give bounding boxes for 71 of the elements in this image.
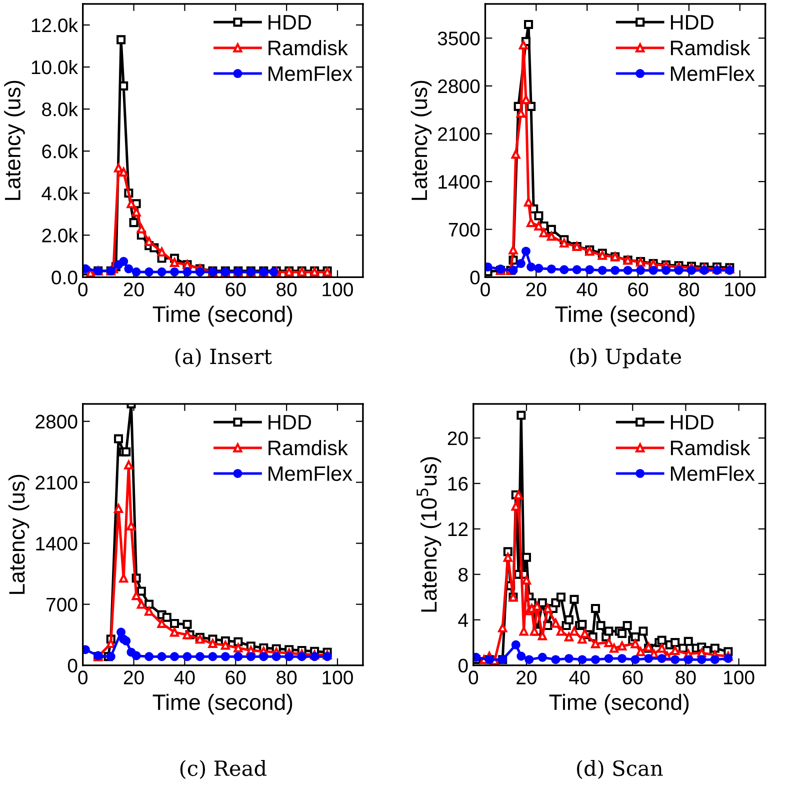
x-tick-label: 40 — [569, 670, 590, 684]
text: (c) Read — [180, 760, 266, 780]
y-tick-label: 2100 — [438, 127, 480, 141]
y-tick-label: 3500 — [438, 32, 480, 46]
legend-label: MemFlex — [268, 66, 352, 82]
legend-label: HDD — [268, 15, 312, 30]
x-tick-label: 80 — [676, 670, 696, 684]
x-tick-label: 60 — [622, 670, 643, 684]
y-tick-label: 2.0k — [42, 228, 78, 242]
y-tick-label: 16 — [448, 476, 468, 491]
y-tick-label: 8 — [458, 568, 468, 582]
y-tick-label: 0.0 — [52, 270, 78, 284]
legend-label: MemFlex — [268, 466, 352, 481]
y-tick-label: 1400 — [438, 175, 480, 189]
x-axis-title: Time (second) — [549, 694, 689, 715]
y-tick-label: 20 — [448, 431, 468, 446]
legend-label: HDD — [268, 415, 312, 430]
y-tick-label: 4 — [458, 613, 468, 627]
legend-label: Ramdisk — [670, 440, 750, 456]
legend-label: Ramdisk — [268, 440, 348, 456]
x-tick-label: 20 — [526, 282, 546, 296]
legend-label: HDD — [670, 415, 714, 430]
y-tick-label: 12 — [448, 522, 468, 536]
x-tick-label: 40 — [576, 282, 598, 296]
x-tick-label: 0 — [480, 282, 490, 296]
x-tick-label: 40 — [174, 282, 195, 296]
x-tick-label: 80 — [276, 670, 297, 684]
y-tick-label: 10.0k — [32, 60, 78, 74]
x-tick-label: 100 — [725, 282, 756, 296]
x-tick-label: 20 — [516, 670, 537, 684]
y-tick-label: 2100 — [36, 476, 78, 490]
text: (b) Update — [570, 348, 682, 368]
y-tick-label: 2800 — [36, 414, 78, 429]
x-tick-label: 80 — [678, 282, 699, 296]
x-tick-label: 60 — [628, 282, 648, 296]
y-tick-label: 4.0k — [42, 186, 78, 200]
x-tick-label: 40 — [174, 670, 195, 684]
x-axis-title: Time (second) — [152, 694, 292, 715]
x-tick-label: 20 — [124, 282, 144, 296]
x-tick-label: 0 — [78, 282, 88, 296]
legend-label: HDD — [670, 15, 714, 30]
x-tick-label: 100 — [724, 670, 754, 684]
y-axis-title: Latency (10$^{5}$us) — [416, 457, 442, 612]
y-tick-label: 0 — [68, 658, 78, 673]
x-tick-label: 80 — [276, 282, 297, 296]
y-tick-label: 2800 — [438, 79, 480, 94]
y-axis-title: Latency (us) — [8, 474, 30, 594]
x-tick-label: 60 — [226, 282, 246, 296]
y-tick-label: 6.0k — [42, 144, 78, 158]
x-tick-label: 0 — [78, 670, 88, 684]
y-axis-title: Latency (us) — [410, 80, 432, 200]
x-axis-title: Time (second) — [555, 306, 694, 326]
legend-label: MemFlex — [670, 66, 755, 82]
y-tick-label: 1400 — [36, 536, 78, 551]
y-tick-label: 700 — [46, 598, 78, 612]
legend-label: MemFlex — [670, 466, 755, 481]
x-tick-label: 100 — [322, 670, 353, 684]
y-tick-label: 12.0k — [32, 18, 78, 32]
text: (a) Insert — [175, 348, 272, 368]
legend-label: Ramdisk — [268, 40, 348, 56]
x-tick-label: 100 — [322, 282, 353, 296]
x-axis-title: Time (second) — [152, 306, 292, 326]
y-tick-label: 0 — [470, 270, 480, 284]
x-tick-label: 60 — [226, 670, 246, 684]
y-tick-label: 8.0k — [42, 102, 78, 116]
x-tick-label: 20 — [124, 670, 144, 684]
y-axis-title: Latency (us) — [4, 80, 25, 200]
y-tick-label: 0 — [458, 658, 468, 673]
legend-label: Ramdisk — [670, 40, 750, 56]
y-tick-label: 700 — [448, 222, 480, 237]
text: (d) Scan — [577, 760, 663, 780]
